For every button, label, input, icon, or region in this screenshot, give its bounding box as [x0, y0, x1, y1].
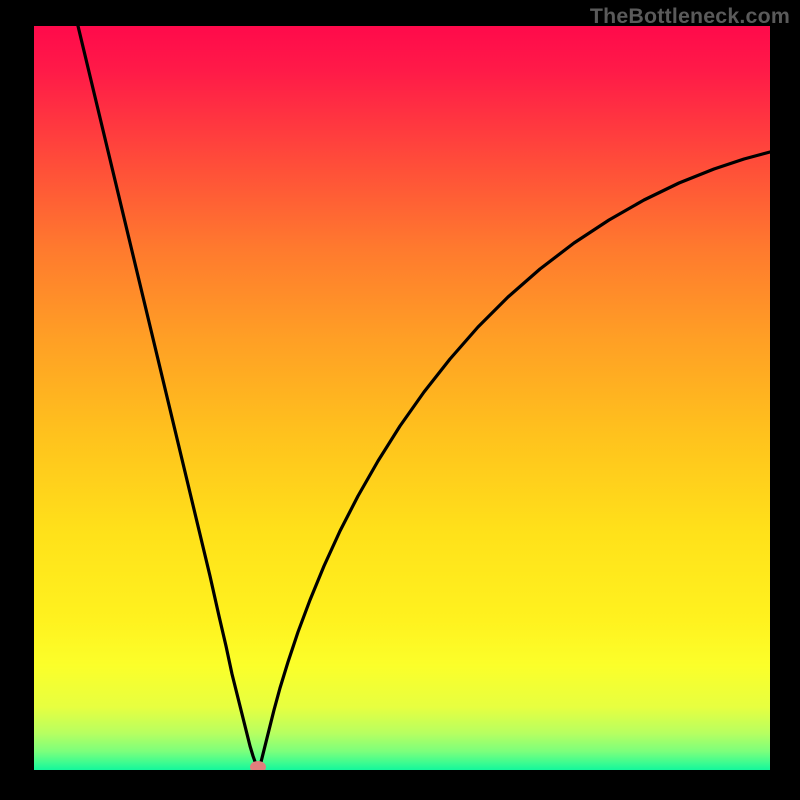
watermark-text: TheBottleneck.com	[590, 4, 790, 29]
bottleneck-curve	[78, 26, 770, 770]
chart-frame: TheBottleneck.com	[0, 0, 800, 800]
curve-layer	[34, 26, 770, 770]
border-bottom	[0, 770, 800, 800]
border-left	[0, 0, 34, 800]
border-right	[770, 0, 800, 800]
